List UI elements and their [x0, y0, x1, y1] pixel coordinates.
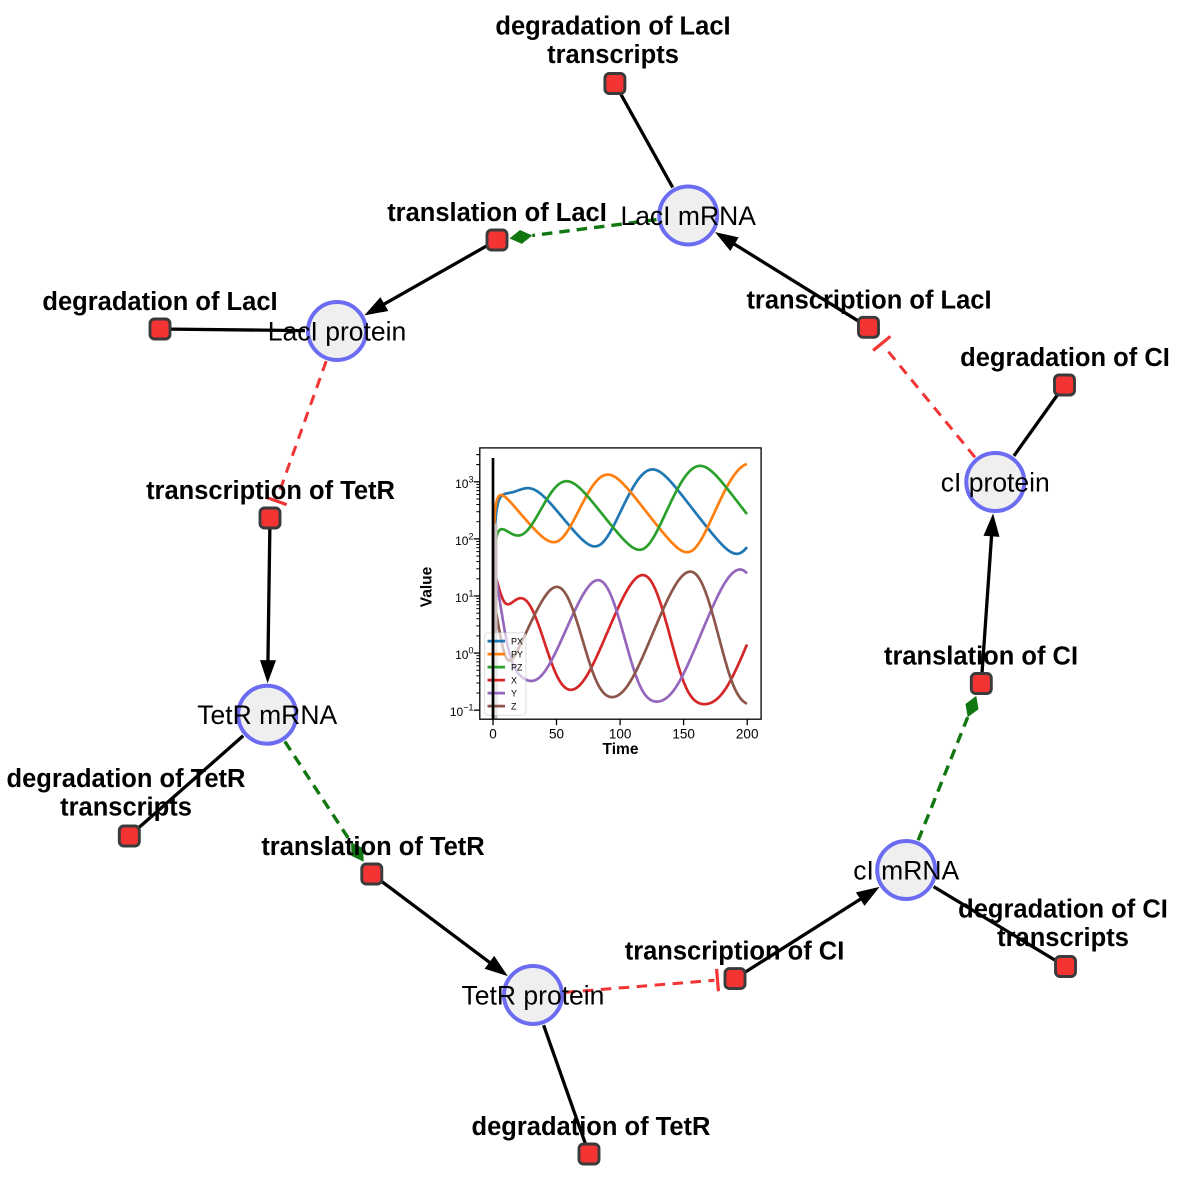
svg-text:TetR protein: TetR protein: [462, 981, 605, 1011]
svg-text:Value: Value: [419, 566, 436, 607]
svg-text:10−1: 10−1: [450, 703, 474, 720]
svg-text:transcription of CI: transcription of CI: [625, 938, 845, 966]
svg-text:cI mRNA: cI mRNA: [853, 856, 959, 886]
svg-text:transcription of LacI: transcription of LacI: [746, 286, 991, 314]
svg-text:X: X: [511, 676, 517, 686]
svg-text:degradation of TetR: degradation of TetR: [472, 1113, 711, 1141]
svg-text:degradation of TetR: degradation of TetR: [7, 765, 246, 793]
svg-text:PX: PX: [511, 637, 523, 647]
svg-text:LacI protein: LacI protein: [268, 317, 406, 347]
svg-text:PZ: PZ: [511, 663, 523, 673]
svg-text:50: 50: [549, 727, 564, 742]
svg-text:cI protein: cI protein: [941, 468, 1050, 498]
svg-text:translation of LacI: translation of LacI: [387, 199, 607, 227]
svg-text:transcripts: transcripts: [60, 794, 192, 822]
svg-text:PY: PY: [511, 650, 523, 660]
svg-text:transcription of TetR: transcription of TetR: [146, 477, 395, 505]
svg-text:translation of TetR: translation of TetR: [261, 833, 484, 861]
svg-text:0: 0: [489, 727, 497, 742]
svg-text:200: 200: [736, 727, 759, 742]
svg-text:Time: Time: [603, 741, 639, 758]
svg-text:TetR mRNA: TetR mRNA: [197, 700, 337, 730]
svg-text:100: 100: [609, 727, 632, 742]
svg-text:102: 102: [455, 531, 473, 548]
svg-text:LacI mRNA: LacI mRNA: [620, 201, 756, 231]
svg-text:translation of CI: translation of CI: [884, 643, 1078, 671]
svg-text:Z: Z: [511, 702, 517, 712]
svg-text:150: 150: [672, 727, 695, 742]
svg-text:degradation of LacI: degradation of LacI: [42, 288, 277, 316]
svg-text:degradation of LacI: degradation of LacI: [495, 13, 730, 41]
svg-text:transcripts: transcripts: [547, 41, 679, 69]
svg-text:degradation of CI: degradation of CI: [960, 344, 1170, 372]
svg-text:101: 101: [455, 589, 473, 606]
svg-text:transcripts: transcripts: [997, 924, 1129, 952]
svg-text:Y: Y: [511, 689, 517, 699]
svg-text:100: 100: [455, 646, 473, 663]
svg-text:103: 103: [455, 474, 473, 491]
svg-text:degradation of CI: degradation of CI: [958, 896, 1168, 924]
